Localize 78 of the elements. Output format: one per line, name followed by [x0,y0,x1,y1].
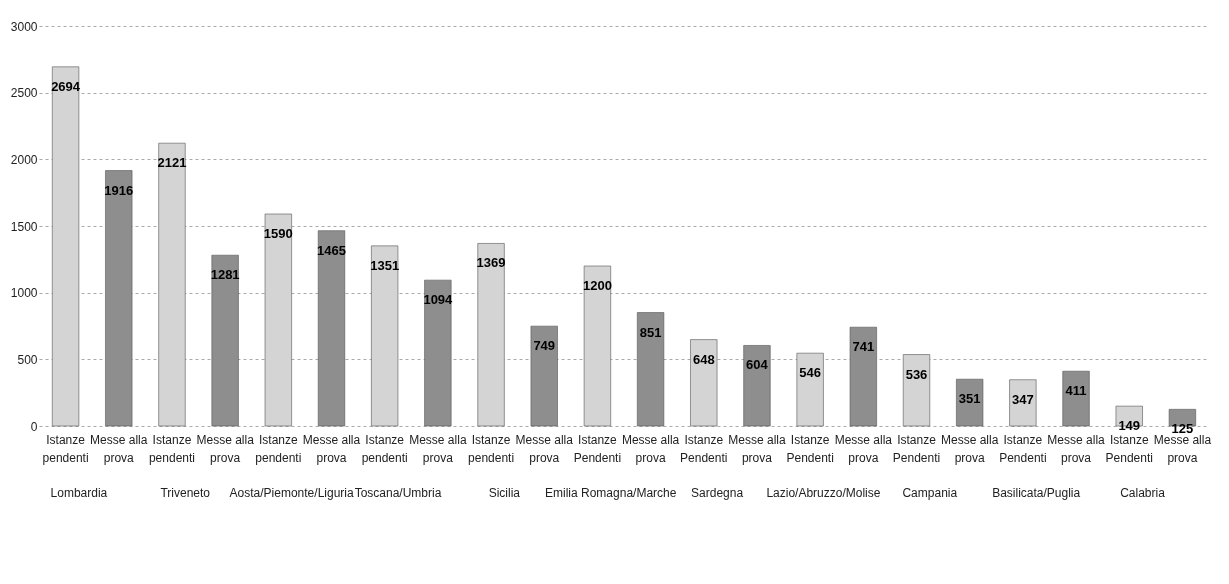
text: Triveneto [160,486,211,500]
data-label: 1916 [104,182,134,198]
data-label: 546 [799,365,821,381]
data-label: 741 [852,339,875,355]
x-tick-label: Istanze pendenti [255,432,302,465]
x-tick-label: Istanze Pendenti [786,432,834,465]
x-tick-label: Messe alla prova [409,432,467,465]
y-tick-label: 2500 [10,86,38,101]
bar [105,170,133,427]
bar [264,213,292,427]
bar [52,66,80,427]
bar [690,339,718,427]
x-tick-label: Messe alla prova [515,432,574,465]
text: Emilia Romagna/Marche [545,486,677,500]
bar [530,325,558,427]
data-label: 851 [639,324,662,340]
x-tick-label: Istanze Pendenti [573,432,622,465]
x-tick-label: Istanze Pendenti [892,432,941,465]
x-tick-label: Messe alla prova [834,432,893,465]
data-label: 749 [533,338,556,354]
x-tick-label: Messe alla prova [1047,432,1106,465]
bar [211,254,239,427]
y-tick-label: 1000 [10,286,38,301]
data-label: 536 [905,366,928,382]
data-label: 2121 [157,155,187,171]
x-tick-label: Messe alla prova [728,432,786,465]
x-tick-label: Messe alla prova [621,432,680,465]
data-label: 1351 [370,257,400,273]
bar [849,326,877,427]
bar [796,352,824,427]
y-tick-label: 3000 [10,19,38,34]
x-tick-label: Messe alla prova [302,432,361,465]
x-tick-label: Istanze pendenti [361,432,408,465]
y-tick-label: 2000 [10,152,38,167]
x-tick-label: Istanze pendenti [148,432,195,465]
x-tick-label: Istanze Pendenti [999,432,1047,465]
bar [1009,379,1037,427]
data-label: 1200 [582,278,612,293]
text: Toscana/Umbria [354,486,442,500]
data-label: 347 [1012,391,1034,407]
text: Aosta/Piemonte/Liguria [229,486,354,500]
data-label: 351 [958,391,981,407]
text: Lazio/Abruzzo/Molise [766,486,881,500]
data-label: 411 [1065,383,1087,399]
y-tick-label: 500 [17,352,38,367]
x-tick-label: Messe alla prova [90,432,148,465]
x-tick-label: Istanze Pendenti [680,432,728,465]
data-label: 1369 [476,255,506,271]
text: Campania [902,486,958,500]
bar [371,245,399,427]
data-label: 604 [746,357,769,373]
x-tick-label: Istanze pendenti [468,432,515,465]
text: Lombardia [50,486,108,500]
text: Calabria [1120,486,1166,500]
y-tick-label: 0 [30,419,38,434]
bar [424,279,452,427]
bar [158,142,186,427]
data-label: 149 [1118,418,1141,434]
data-label: 2694 [51,78,81,94]
bar [956,378,984,427]
bar [743,345,771,427]
bar [1062,370,1090,427]
bar [477,243,505,427]
data-label: 1590 [263,226,293,241]
bar [637,312,665,427]
text: Sardegna [691,486,744,500]
text: Sicilia [488,486,521,500]
text: Basilicata/Puglia [992,486,1081,500]
x-tick-label: Istanze pendenti [42,432,89,465]
x-tick-label: Messe alla prova [941,432,999,465]
bar [583,265,611,427]
bar [902,354,931,427]
x-tick-label: Messe alla prova [196,432,255,465]
x-tick-label: Istanze Pendenti [1105,432,1153,465]
data-label: 1281 [210,267,240,283]
y-tick-label: 1500 [10,219,38,234]
data-label: 648 [692,351,715,367]
bar [317,230,346,427]
